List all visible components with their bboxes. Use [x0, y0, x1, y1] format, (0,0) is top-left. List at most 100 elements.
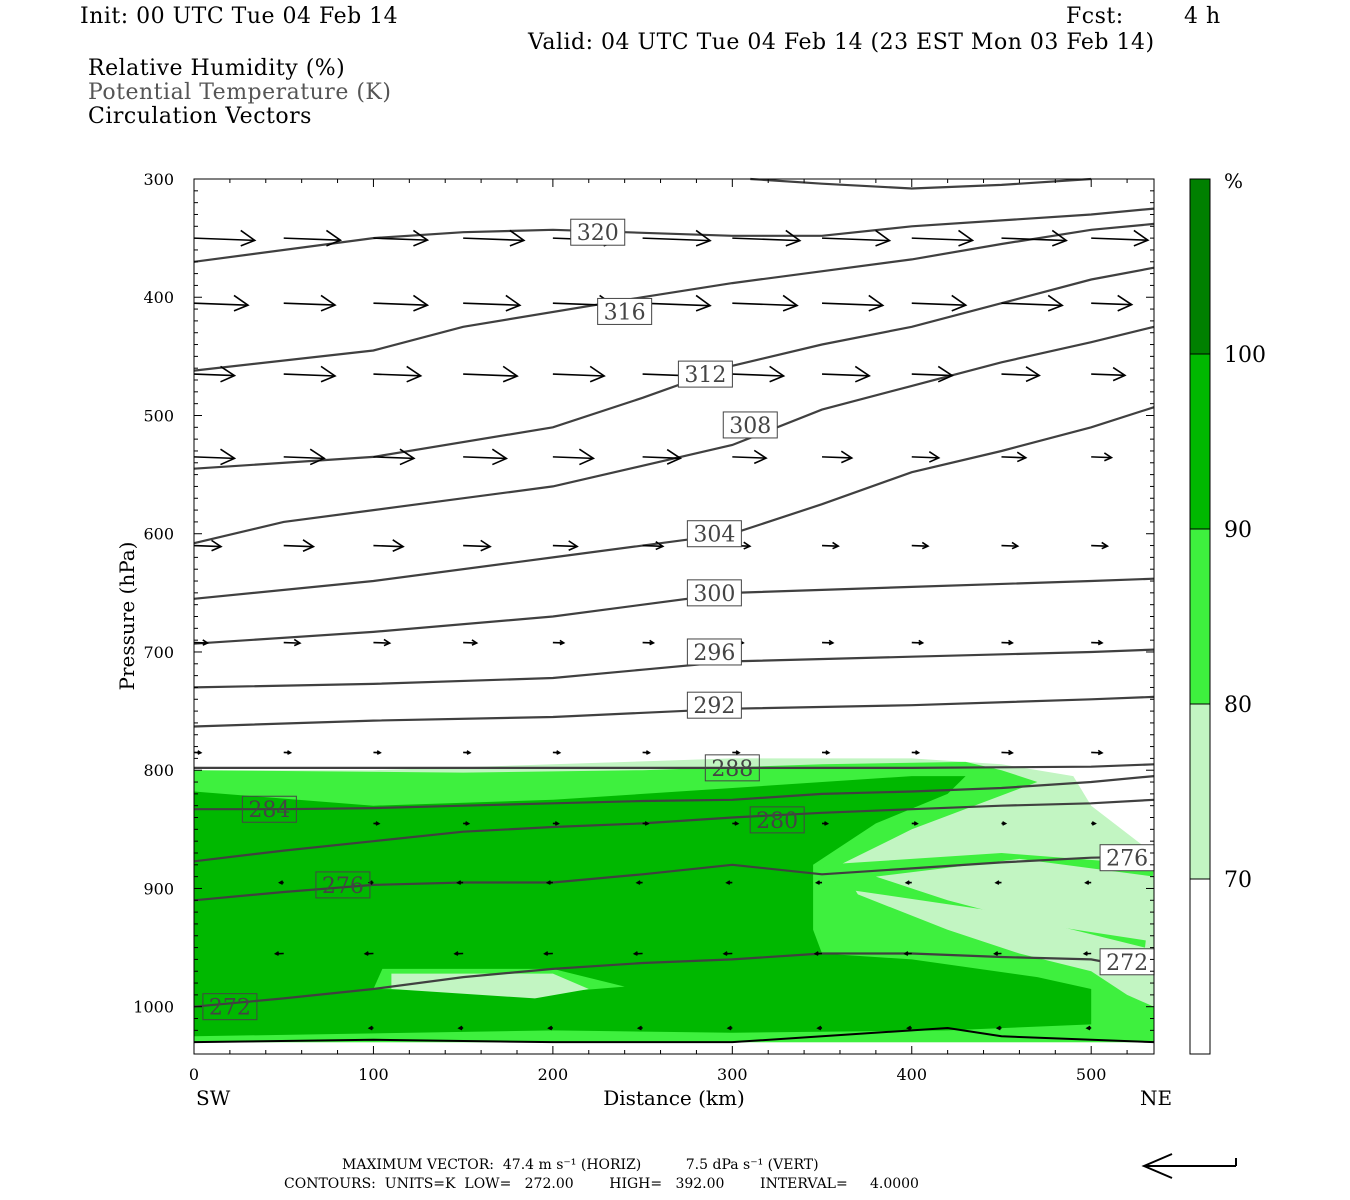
colorbar-segment	[1189, 528, 1211, 705]
vector-arrow	[642, 237, 711, 242]
theta-contour-280	[193, 798, 1155, 863]
contour-label-312: 312	[684, 363, 726, 388]
vector-arrowhead	[399, 448, 416, 466]
vector-arrow	[1091, 302, 1132, 306]
y-tick-label: 800	[143, 761, 174, 780]
vector-arrowhead	[1008, 749, 1014, 756]
vector-arrowhead	[636, 1025, 642, 1031]
colorbar-unit: %	[1224, 169, 1243, 193]
x-tick-label: 400	[896, 1065, 927, 1084]
vector-arrowhead	[921, 541, 930, 550]
vector-arrowhead	[913, 821, 919, 826]
vector-arrow	[1001, 456, 1026, 459]
vector-arrowhead	[465, 821, 471, 826]
y-tick-label: 1000	[133, 998, 174, 1017]
vector-arrowhead	[363, 951, 369, 956]
y-tick-label: 900	[143, 879, 174, 898]
theta-contour-276	[193, 855, 1155, 902]
contour-label-box	[315, 871, 371, 899]
vector-arrowhead	[471, 639, 479, 646]
contour-label-300: 300	[693, 582, 735, 607]
vector-arrowhead	[309, 448, 326, 466]
vector-arrowhead	[559, 639, 566, 646]
contour-label-box	[677, 360, 733, 388]
vector-arrow	[373, 237, 428, 241]
vector-arrowhead	[726, 1025, 732, 1031]
init-time: Init: 00 UTC Tue 04 Feb 14	[80, 4, 399, 29]
vector-arrowhead	[1025, 366, 1041, 383]
contour-label-276: 276	[322, 874, 364, 899]
contour-label-296: 296	[693, 641, 735, 666]
contour-label-box	[686, 520, 742, 548]
vector-arrow	[283, 237, 341, 242]
contour-label-276: 276	[1106, 847, 1148, 872]
x-tick-label: 100	[358, 1065, 389, 1084]
vector-arrow	[463, 456, 507, 460]
vector-arrowhead	[1112, 366, 1127, 382]
potential-temperature-contours	[193, 177, 1155, 1008]
theta-contour-324	[750, 177, 1092, 190]
colorbar-level-label: 80	[1224, 693, 1252, 718]
vector-arrowhead	[367, 1025, 373, 1031]
vector-arrowhead	[725, 880, 731, 885]
vector-arrowhead	[412, 229, 430, 247]
vector-arrow	[463, 373, 518, 377]
vector-arrow	[552, 544, 578, 548]
vector-arrow	[373, 544, 404, 548]
vector-arrow	[283, 641, 300, 644]
contour-label-320: 320	[577, 221, 619, 246]
vector-arrowhead	[240, 229, 257, 247]
contour-label-box	[749, 806, 805, 834]
colorbar-level-label: 70	[1224, 868, 1252, 893]
theta-contour-300	[193, 577, 1155, 645]
theta-contour-284	[194, 775, 1155, 811]
vector-arrow	[283, 302, 336, 306]
field-theta: Potential Temperature (K)	[88, 80, 392, 105]
vector-arrowhead	[543, 951, 549, 956]
vector-arrow	[1091, 544, 1108, 547]
vector-arrowhead	[854, 365, 871, 383]
vector-arrowhead	[769, 365, 786, 383]
theta-contour-288	[194, 763, 1155, 770]
vector-arrowhead	[287, 750, 293, 755]
contour-label-272: 272	[209, 996, 251, 1021]
vector-arrowhead	[906, 1025, 912, 1031]
vector-arrow	[911, 544, 928, 547]
vector-arrowhead	[753, 449, 768, 465]
vector-arrowhead	[937, 365, 954, 383]
vector-arrowhead	[1097, 749, 1104, 756]
x-tick-label: 300	[717, 1065, 748, 1084]
vector-arrow	[642, 456, 681, 460]
vector-arrowhead	[325, 229, 343, 247]
vector-arrowhead	[547, 1025, 553, 1031]
vector-arrowhead	[568, 540, 579, 551]
colorbar-segment	[1189, 703, 1211, 880]
vector-arrowhead	[491, 448, 509, 466]
y-tick-label: 500	[143, 406, 174, 425]
vector-arrowhead	[1097, 639, 1104, 646]
y-tick-label: 600	[143, 525, 174, 544]
vector-arrow	[463, 544, 491, 548]
vector-arrow	[373, 641, 390, 644]
vector-arrowhead	[502, 365, 519, 383]
reference-vector-arrow-icon	[1141, 1153, 1237, 1179]
vector-arrowhead	[743, 541, 752, 550]
field-rh: Relative Humidity (%)	[88, 56, 346, 81]
contour-label-308: 308	[729, 414, 771, 439]
vector-arrowhead	[220, 448, 237, 466]
colorbar-level-label: 90	[1224, 518, 1252, 543]
vector-arrowhead	[813, 951, 819, 956]
vector-arrowhead	[1011, 541, 1020, 550]
vector-arrowhead	[782, 294, 799, 312]
vector-arrowhead	[545, 880, 551, 885]
forecast-hours: 4 h	[1184, 4, 1221, 29]
contour-label-box	[202, 993, 258, 1021]
contour-label-292: 292	[693, 694, 735, 719]
vector-arrowhead	[868, 294, 885, 312]
y-tick-label: 700	[143, 643, 174, 662]
vector-arrowhead	[904, 880, 910, 885]
vector-arrowhead	[814, 880, 821, 885]
theta-contour-316	[193, 222, 1155, 372]
vector-arrowhead	[666, 448, 683, 465]
contour-label-box	[686, 638, 742, 666]
